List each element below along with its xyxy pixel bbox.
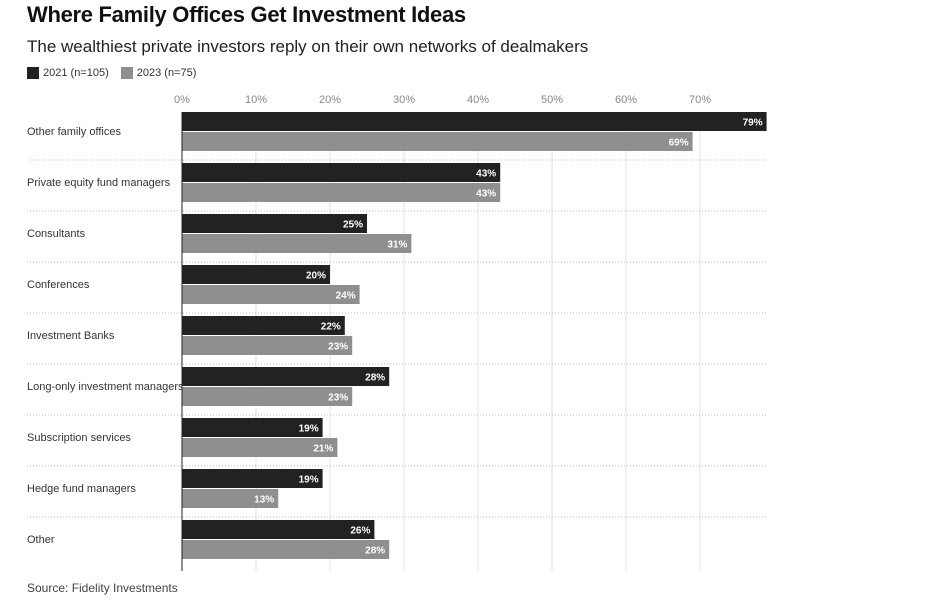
bar-2021 bbox=[182, 469, 323, 488]
data-label: 19% bbox=[299, 424, 319, 435]
category-label: Consultants bbox=[27, 228, 86, 240]
bar-2023 bbox=[182, 336, 353, 355]
category-label: Long-only investment managers bbox=[27, 381, 184, 393]
chart-subtitle: The wealthiest private investors reply o… bbox=[27, 37, 589, 56]
category-label: Private equity fund managers bbox=[27, 177, 171, 189]
chart-title: Where Family Offices Get Investment Idea… bbox=[27, 2, 466, 27]
legend-item-2021: 2021 (n=105) bbox=[27, 67, 109, 79]
bar-2021 bbox=[182, 367, 390, 386]
bar-2021 bbox=[182, 163, 501, 182]
data-label: 23% bbox=[328, 393, 348, 404]
category-label: Other family offices bbox=[27, 126, 121, 138]
data-label: 19% bbox=[299, 475, 319, 486]
bar-2021 bbox=[182, 112, 767, 131]
data-label: 28% bbox=[365, 373, 385, 384]
x-tick-label: 0% bbox=[174, 94, 190, 106]
legend-swatch-2023 bbox=[120, 67, 133, 79]
data-label: 43% bbox=[476, 169, 496, 180]
data-label: 79% bbox=[743, 118, 763, 129]
bar-2023 bbox=[182, 540, 390, 559]
bar-2023 bbox=[182, 183, 501, 202]
x-tick-label: 70% bbox=[689, 94, 711, 106]
data-label: 43% bbox=[476, 189, 496, 200]
data-label: 69% bbox=[669, 138, 689, 149]
legend-label-2021: 2021 (n=105) bbox=[43, 67, 109, 79]
legend-swatch-2021 bbox=[27, 67, 39, 79]
bar-2023 bbox=[182, 285, 360, 304]
bar-2021 bbox=[182, 520, 375, 539]
data-label: 28% bbox=[365, 546, 385, 557]
x-tick-label: 20% bbox=[319, 94, 341, 106]
category-label: Other bbox=[27, 534, 55, 546]
data-label: 13% bbox=[254, 495, 274, 506]
bar-2021 bbox=[182, 316, 345, 335]
data-label: 24% bbox=[336, 291, 356, 302]
legend: 2021 (n=105) 2023 (n=75) bbox=[27, 67, 208, 79]
x-tick-label: 30% bbox=[393, 94, 415, 106]
data-label: 26% bbox=[350, 526, 370, 537]
legend-item-2023: 2023 (n=75) bbox=[120, 67, 197, 79]
bar-2021 bbox=[182, 265, 330, 284]
bar-2023 bbox=[182, 132, 693, 151]
x-tick-label: 10% bbox=[245, 94, 267, 106]
bar-2023 bbox=[182, 438, 338, 457]
data-label: 21% bbox=[313, 444, 333, 455]
bar-2023 bbox=[182, 489, 279, 508]
x-tick-label: 40% bbox=[467, 94, 489, 106]
data-label: 22% bbox=[321, 322, 341, 333]
bar-2021 bbox=[182, 418, 323, 437]
bar-2023 bbox=[182, 387, 353, 406]
x-tick-label: 60% bbox=[615, 94, 637, 106]
data-label: 25% bbox=[343, 220, 363, 231]
bar-2021 bbox=[182, 214, 367, 233]
data-label: 20% bbox=[306, 271, 326, 282]
category-label: Conferences bbox=[27, 279, 90, 291]
x-tick-label: 50% bbox=[541, 94, 563, 106]
category-label: Subscription services bbox=[27, 432, 131, 444]
bar-2023 bbox=[182, 234, 412, 253]
category-label: Hedge fund managers bbox=[27, 483, 136, 495]
source-note: Source: Fidelity Investments bbox=[27, 581, 178, 595]
legend-label-2023: 2023 (n=75) bbox=[136, 67, 197, 79]
data-label: 23% bbox=[328, 342, 348, 353]
category-label: Investment Banks bbox=[27, 330, 115, 342]
data-label: 31% bbox=[387, 240, 407, 251]
